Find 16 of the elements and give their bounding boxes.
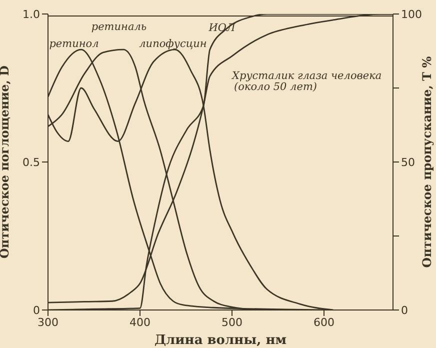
annotation: ретинол (49, 38, 99, 50)
x-tick-label: 600 (314, 316, 334, 329)
annotation: ретиналь (91, 21, 147, 33)
y-tick-label: 0.5 (22, 156, 40, 169)
annotation: Хрусталик глаза человека (около 50 лет) (231, 70, 382, 93)
x-tick-label: 400 (130, 316, 150, 329)
x-tick-label: 300 (38, 316, 58, 329)
x-tick-label: 500 (222, 316, 242, 329)
y2-axis-title: Оптическое пропускание, T % (420, 56, 434, 268)
annotation: липофусцин (139, 38, 207, 50)
y2-tick-label: 100 (401, 8, 422, 21)
y2-tick-label: 0 (401, 304, 408, 317)
y-tick-label: 1.0 (22, 8, 40, 21)
y-tick-label: 0 (33, 304, 40, 317)
x-axis-title: Длина волны, нм (154, 333, 287, 348)
y2-tick-label: 50 (401, 156, 415, 169)
